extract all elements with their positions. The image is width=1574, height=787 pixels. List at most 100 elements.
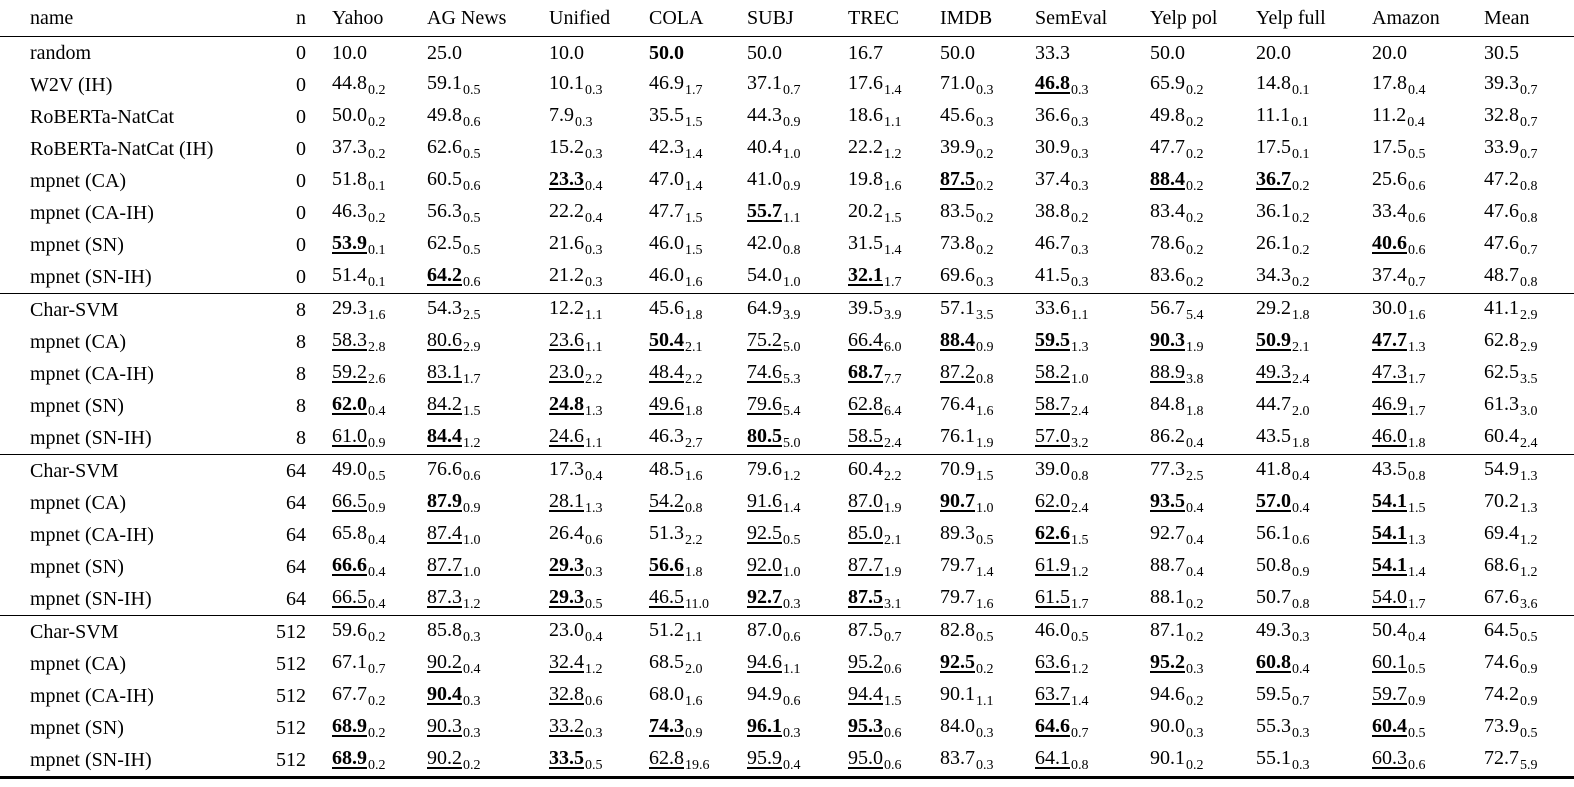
std-subscript: 1.4: [685, 146, 703, 162]
std-subscript: 0.1: [368, 242, 386, 258]
value-cell: 60.80.4: [1256, 648, 1372, 680]
std-subscript: 0.2: [1292, 274, 1310, 290]
table-row: mpnet (SN) 64 66.60.4 87.71.0 29.30.3 56.61.8…: [0, 551, 1574, 583]
n-value-cell: 512: [276, 684, 306, 707]
std-subscript: 0.3: [1292, 629, 1310, 645]
value-cell: 83.11.7: [427, 358, 549, 390]
metric-value: 10.1: [549, 71, 584, 94]
metric-value: 38.8: [1035, 199, 1070, 222]
metric-value: 70.2: [1484, 489, 1519, 512]
value-cell: 60.40.5: [1372, 712, 1484, 744]
column-header-ag-news: AG News: [427, 0, 549, 37]
metric-value: 56.7: [1150, 296, 1185, 319]
std-subscript: 1.7: [463, 371, 481, 387]
std-subscript: 0.7: [1520, 114, 1538, 130]
std-subscript: 1.7: [1408, 371, 1426, 387]
value-cell: 46.511.0: [649, 583, 747, 616]
metric-value: 55.7: [747, 199, 782, 222]
value-cell: 48.42.2: [649, 358, 747, 390]
std-subscript: 0.6: [1292, 532, 1310, 548]
metric-value: 64.5: [1484, 618, 1519, 641]
value-cell: 79.65.4: [747, 390, 848, 422]
std-subscript: 0.4: [1186, 500, 1204, 516]
value-cell: 54.32.5: [427, 293, 549, 326]
std-subscript: 0.2: [1186, 274, 1204, 290]
value-cell: 60.30.6: [1372, 744, 1484, 778]
column-header-yahoo: Yahoo: [332, 0, 427, 37]
table-row: mpnet (SN-IH) 0 51.40.1 64.20.6 21.20.3 46.01…: [0, 261, 1574, 294]
metric-value: 58.3: [332, 328, 367, 351]
std-subscript: 1.2: [463, 435, 481, 451]
row-name-cell: mpnet (SN-IH): [30, 426, 152, 449]
metric-value: 39.3: [1484, 71, 1519, 94]
std-subscript: 0.4: [585, 210, 603, 226]
std-subscript: 0.6: [884, 725, 902, 741]
std-subscript: 0.4: [585, 629, 603, 645]
std-subscript: 0.2: [368, 629, 386, 645]
std-subscript: 0.3: [976, 274, 994, 290]
value-cell: 68.90.2: [332, 744, 427, 778]
metric-value: 59.7: [1372, 682, 1407, 705]
value-cell: 69.60.3: [940, 261, 1035, 294]
n-value-cell: 0: [296, 137, 306, 160]
value-cell: 83.40.2: [1150, 197, 1256, 229]
std-subscript: 0.1: [368, 178, 386, 194]
metric-value: 49.8: [1150, 103, 1185, 126]
std-subscript: 0.7: [1408, 274, 1426, 290]
table-row: mpnet (SN-IH) 64 66.50.4 87.31.2 29.30.5 46.5…: [0, 583, 1574, 616]
metric-value: 62.8: [649, 746, 684, 769]
std-subscript: 1.7: [1071, 596, 1089, 612]
std-subscript: 1.7: [1408, 596, 1426, 612]
metric-value: 41.8: [1256, 457, 1291, 480]
value-cell: 43.51.8: [1256, 422, 1372, 455]
std-subscript: 0.7: [368, 661, 386, 677]
metric-value: 95.0: [848, 746, 883, 769]
table-row: mpnet (CA) 8 58.32.8 80.62.9 23.61.1 50.42.1 7…: [0, 326, 1574, 358]
metric-value: 58.5: [848, 424, 883, 447]
value-cell: 36.60.3: [1035, 101, 1150, 133]
value-cell: 79.61.2: [747, 454, 848, 487]
value-cell: 90.20.4: [427, 648, 549, 680]
value-cell: 64.20.6: [427, 261, 549, 294]
std-subscript: 0.3: [783, 725, 801, 741]
std-subscript: 0.8: [1520, 274, 1538, 290]
std-subscript: 0.3: [976, 114, 994, 130]
metric-value: 29.3: [332, 296, 367, 319]
std-subscript: 0.3: [976, 725, 994, 741]
value-cell: 84.00.3: [940, 712, 1035, 744]
value-cell: 39.53.9: [848, 293, 940, 326]
metric-value: 50.4: [1372, 618, 1407, 641]
value-cell: 34.30.2: [1256, 261, 1372, 294]
std-subscript: 0.3: [463, 693, 481, 709]
std-subscript: 0.5: [1520, 629, 1538, 645]
value-cell: 29.30.5: [549, 583, 649, 616]
value-cell: 87.71.9: [848, 551, 940, 583]
std-subscript: 3.5: [1520, 371, 1538, 387]
std-subscript: 1.2: [585, 661, 603, 677]
row-name-cell: mpnet (CA-IH): [30, 201, 154, 224]
std-subscript: 3.0: [1520, 403, 1538, 419]
std-subscript: 0.6: [585, 693, 603, 709]
value-cell: 74.30.9: [649, 712, 747, 744]
value-cell: 56.75.4: [1150, 293, 1256, 326]
metric-value: 61.3: [1484, 392, 1519, 415]
metric-value: 83.4: [1150, 199, 1185, 222]
value-cell: 94.90.6: [747, 680, 848, 712]
std-subscript: 0.6: [463, 114, 481, 130]
metric-value: 56.6: [649, 553, 684, 576]
std-subscript: 0.6: [585, 532, 603, 548]
metric-value: 64.2: [427, 263, 462, 286]
value-cell: 40.41.0: [747, 133, 848, 165]
metric-value: 61.9: [1035, 553, 1070, 576]
value-cell: 62.86.4: [848, 390, 940, 422]
metric-value: 32.4: [549, 650, 584, 673]
std-subscript: 1.2: [1520, 532, 1538, 548]
metric-value: 10.0: [332, 41, 367, 64]
metric-value: 50.0: [940, 41, 975, 64]
value-cell: 41.80.4: [1256, 454, 1372, 487]
std-subscript: 0.5: [1520, 725, 1538, 741]
std-subscript: 1.1: [685, 629, 703, 645]
row-name-cell: mpnet (SN): [30, 233, 124, 256]
n-value-cell: 8: [250, 293, 332, 326]
metric-value: 50.0: [649, 41, 684, 64]
